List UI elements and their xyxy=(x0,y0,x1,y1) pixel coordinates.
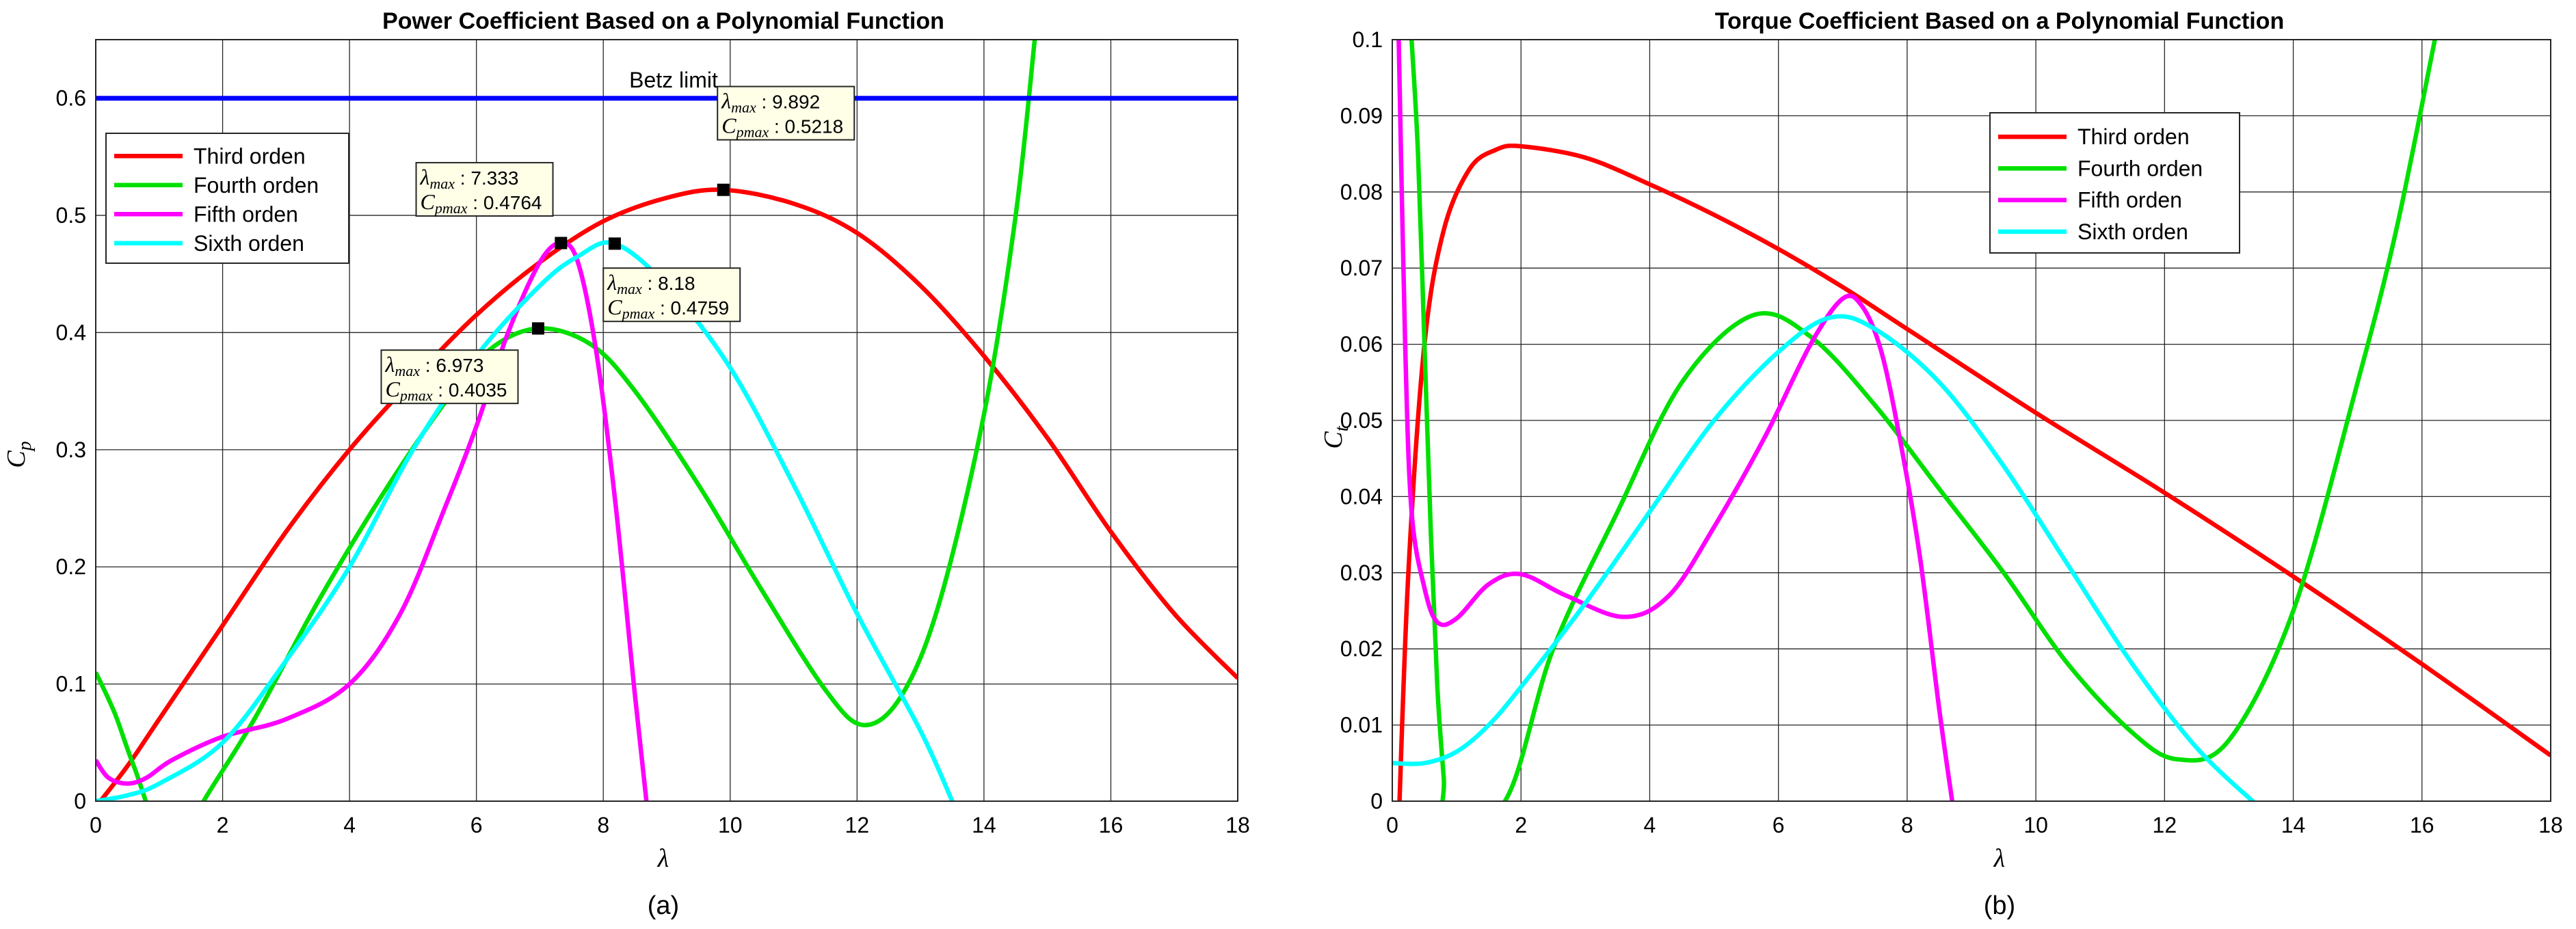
betz-limit-label: Betz limit xyxy=(629,68,718,92)
y-tick-label: 0.1 xyxy=(1353,27,1383,52)
chart-b-ylabel: Ct xyxy=(1319,425,1353,448)
x-tick-label: 6 xyxy=(1772,813,1785,837)
datatip-marker xyxy=(608,237,621,250)
y-tick-label: 0.6 xyxy=(56,86,86,111)
y-tick-label: 0.06 xyxy=(1340,332,1383,357)
y-tick-label: 0.1 xyxy=(56,672,86,697)
x-tick-label: 8 xyxy=(1901,813,1913,837)
x-tick-label: 0 xyxy=(90,813,102,837)
chart-b-xlabel: λ xyxy=(1993,844,2005,873)
x-tick-label: 10 xyxy=(718,813,743,837)
panel-a-caption: (a) xyxy=(648,891,679,920)
datatip-cp: Cpmax : 0.5218 xyxy=(721,113,843,141)
series-line-fifth-orden xyxy=(1396,40,1954,801)
legend-label: Fourth orden xyxy=(194,173,319,198)
panel-b: Torque Coefficient Based on a Polynomial… xyxy=(1319,8,2563,920)
x-tick-label: 18 xyxy=(2538,813,2563,837)
x-tick-label: 16 xyxy=(2410,813,2434,837)
datatip-marker xyxy=(555,237,568,250)
y-tick-label: 0.08 xyxy=(1340,180,1383,204)
series-line-sixth-orden xyxy=(1392,314,2257,801)
plot-frame xyxy=(1392,39,2551,802)
datatip-box xyxy=(415,161,554,217)
x-tick-label: 4 xyxy=(1644,813,1656,837)
y-tick-label: 0.5 xyxy=(56,203,86,228)
chart-a-series-lines xyxy=(96,40,1238,801)
datatip-box xyxy=(602,267,741,323)
y-tick-label: 0.09 xyxy=(1340,103,1383,128)
chart-b-y-ticks: 0 0.01 0.02 0.03 0.04 0.05 0.06 0.07 0.08 0.09 0.1 xyxy=(1340,27,1383,813)
datatip-cp: Cpmax : 0.4759 xyxy=(607,295,729,322)
y-tick-label: 0.2 xyxy=(56,554,86,579)
plot-frame xyxy=(95,39,1238,802)
datatip-lambda: λmax : 9.892 xyxy=(721,89,820,116)
y-tick-label: 0.02 xyxy=(1340,636,1383,661)
x-tick-label: 16 xyxy=(1099,813,1124,837)
chart-a-title: Power Coefficient Based on a Polynomial … xyxy=(382,8,944,34)
x-tick-label: 12 xyxy=(2153,813,2177,837)
x-tick-label: 14 xyxy=(972,813,996,837)
datatip-box xyxy=(717,85,855,141)
x-tick-label: 10 xyxy=(2023,813,2048,837)
y-tick-label: 0.03 xyxy=(1340,561,1383,585)
legend-label: Fifth orden xyxy=(194,202,298,226)
y-tick-label: 0.01 xyxy=(1340,713,1383,738)
legend-label: Third orden xyxy=(2077,124,2190,149)
chart-a-x-ticks: 0 2 4 6 8 10 12 14 16 18 xyxy=(90,813,1250,837)
datatip-lambda: λmax : 6.973 xyxy=(385,352,484,379)
y-tick-label: 0.04 xyxy=(1340,484,1383,509)
datatip-lambda: λmax : 8.18 xyxy=(607,270,695,297)
y-tick-label: 0.07 xyxy=(1340,256,1383,280)
x-tick-label: 2 xyxy=(1515,813,1527,837)
chart-b-legend: Third orden Fourth orden Fifth orden Sixth … xyxy=(1989,112,2240,254)
x-tick-label: 18 xyxy=(1225,813,1250,837)
datatip-marker xyxy=(717,183,730,196)
series-line-fourth-orden xyxy=(96,40,1037,801)
legend-label: Sixth orden xyxy=(194,231,304,256)
chart-a-y-ticks: 0 0.1 0.2 0.3 0.4 0.5 0.6 xyxy=(56,86,86,813)
x-tick-label: 2 xyxy=(217,813,229,837)
series-line-fourth-orden xyxy=(1409,40,2437,801)
chart-b-series-lines xyxy=(1392,40,2551,801)
legend-label: Fourth orden xyxy=(2077,156,2203,180)
chart-b-frame xyxy=(1392,39,2551,802)
y-tick-label: 0.4 xyxy=(56,320,86,345)
datatip-lambda: λmax : 7.333 xyxy=(420,165,519,192)
x-tick-label: 8 xyxy=(597,813,609,837)
y-tick-label: 0.05 xyxy=(1340,408,1383,433)
chart-a-ylabel: Cp xyxy=(2,441,36,468)
x-tick-label: 4 xyxy=(343,813,356,837)
series-line-fifth-orden xyxy=(96,241,649,801)
chart-b-title: Torque Coefficient Based on a Polynomial… xyxy=(1715,8,2284,34)
x-tick-label: 6 xyxy=(470,813,483,837)
panel-a: Power Coefficient Based on a Polynomial … xyxy=(2,8,1250,920)
legend-label: Fifth orden xyxy=(2077,188,2182,213)
x-tick-label: 14 xyxy=(2281,813,2306,837)
chart-a-frame xyxy=(95,39,1238,802)
x-tick-label: 12 xyxy=(845,813,870,837)
datatip-box xyxy=(380,349,519,405)
legend-label: Third orden xyxy=(194,144,306,168)
chart-b-x-ticks: 0 2 4 6 8 10 12 14 16 18 xyxy=(1386,813,2563,837)
series-line-third-orden xyxy=(97,187,1238,801)
series-line-sixth-orden xyxy=(96,240,955,801)
datatip-marker xyxy=(531,322,544,335)
datatip-cp: Cpmax : 0.4035 xyxy=(386,377,507,404)
chart-a-legend: Third orden Fourth orden Fifth orden Sixth … xyxy=(105,133,349,264)
panel-b-caption: (b) xyxy=(1984,891,2015,920)
chart-a-xlabel: λ xyxy=(657,844,669,873)
x-tick-label: 0 xyxy=(1386,813,1398,837)
y-tick-label: 0 xyxy=(1370,789,1383,813)
datatip-cp: Cpmax : 0.4764 xyxy=(421,189,542,217)
y-tick-label: 0 xyxy=(74,789,86,813)
legend-label: Sixth orden xyxy=(2077,219,2188,244)
y-tick-label: 0.3 xyxy=(56,437,86,462)
